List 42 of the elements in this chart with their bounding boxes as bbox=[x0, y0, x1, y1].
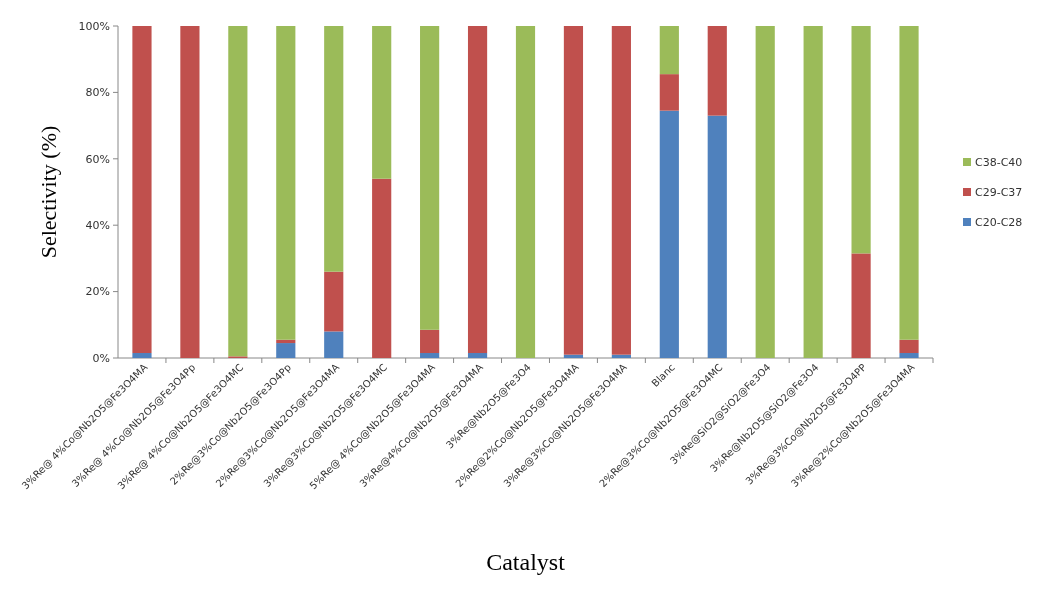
y-tick-label: 20% bbox=[85, 285, 110, 299]
bar bbox=[420, 329, 440, 354]
bar bbox=[324, 271, 344, 332]
legend-label: C20-C28 bbox=[975, 215, 1023, 229]
x-axis-title: Catalyst bbox=[486, 549, 566, 575]
bar bbox=[611, 26, 631, 355]
bar bbox=[132, 26, 152, 354]
bar bbox=[324, 331, 344, 358]
bar bbox=[132, 353, 152, 358]
legend-label: C38-C40 bbox=[975, 155, 1023, 169]
y-tick-label: 100% bbox=[78, 19, 110, 33]
bar bbox=[851, 26, 871, 254]
bar bbox=[659, 110, 679, 358]
bar bbox=[467, 26, 488, 354]
bar bbox=[276, 343, 296, 358]
y-tick-label: 60% bbox=[85, 152, 110, 166]
bar bbox=[180, 26, 200, 358]
bar bbox=[707, 115, 727, 358]
bar bbox=[899, 339, 919, 354]
bar bbox=[228, 26, 248, 357]
bar bbox=[755, 26, 775, 358]
bar bbox=[659, 74, 679, 111]
bar bbox=[659, 26, 679, 75]
bar bbox=[707, 26, 727, 116]
bar bbox=[899, 353, 919, 358]
bar bbox=[324, 26, 344, 272]
y-tick-label: 0% bbox=[92, 351, 110, 365]
bar bbox=[515, 26, 536, 358]
bar bbox=[276, 26, 296, 340]
y-axis-title: Selectivity (%) bbox=[36, 125, 61, 259]
legend-label: C29-C37 bbox=[975, 185, 1023, 199]
bar bbox=[467, 353, 488, 358]
bar bbox=[851, 253, 871, 358]
bar bbox=[372, 178, 392, 358]
bar bbox=[899, 26, 919, 340]
bar bbox=[803, 26, 823, 358]
bar bbox=[420, 353, 440, 358]
bar bbox=[563, 26, 584, 355]
y-tick-label: 80% bbox=[85, 86, 110, 100]
bar bbox=[420, 26, 440, 330]
bar bbox=[372, 26, 392, 179]
y-tick-label: 40% bbox=[85, 219, 110, 233]
